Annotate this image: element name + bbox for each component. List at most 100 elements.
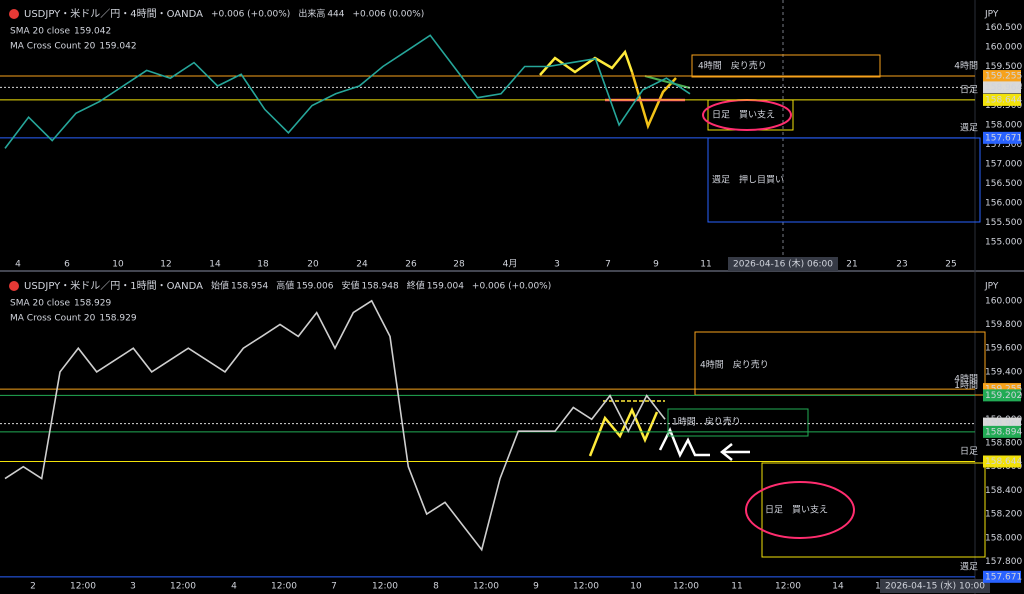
time-tick-label: 2 <box>30 582 36 592</box>
time-tick-label: 9 <box>653 260 659 270</box>
price-tag-name: 4時間 <box>954 61 978 72</box>
time-tick-label: 10 <box>112 260 124 270</box>
time-tick-label: 4 <box>231 582 237 592</box>
price-tick-label: 158.400 <box>985 486 1022 496</box>
price-tag-bg <box>983 81 1021 94</box>
time-tick-label: 12:00 <box>775 582 801 592</box>
price-tag-bg <box>983 131 1021 144</box>
indicator-name: SMA 20 close <box>10 27 70 37</box>
price-tag-name: 1時間 <box>954 380 978 391</box>
zone-box <box>761 462 986 558</box>
cursor-time: 2026-04-15 (水) 10:00 <box>885 580 985 592</box>
indicator-name: MA Cross Count 20 <box>10 314 96 324</box>
price-tick-label: 158.000 <box>985 121 1022 131</box>
time-tick-label: 12:00 <box>70 582 96 592</box>
header-volume_change: +0.006 (0.00%) <box>353 10 425 20</box>
time-tick-label: 12:00 <box>271 582 297 592</box>
time-tick-label: 25 <box>945 260 956 270</box>
header-low_label: 安値 <box>341 280 359 292</box>
time-tick-label: 8 <box>433 582 439 592</box>
price-tag: 158.894 <box>985 427 1022 437</box>
time-tick-label: 3 <box>130 582 136 592</box>
currency: JPY <box>984 282 999 292</box>
price-tick-label: 160.000 <box>985 296 1022 306</box>
drawing-trendline <box>644 75 691 89</box>
time-tick-label: 12:00 <box>573 582 599 592</box>
indicator-name: MA Cross Count 20 <box>10 42 96 52</box>
time-tick-label: 14 <box>209 260 221 270</box>
price-tag: 158.964 <box>985 419 1022 429</box>
time-tick-label: 7 <box>331 582 337 592</box>
indicator-value: 159.042 <box>99 42 136 52</box>
price-tick-label: 159.400 <box>985 367 1022 377</box>
price-tick-label: 159.800 <box>985 320 1022 330</box>
price-tag-name: 週足 <box>960 561 978 572</box>
header-high: 159.006 <box>296 282 333 292</box>
price-tick-label: 158.200 <box>985 510 1022 520</box>
zone-note: 日足 買い支え <box>712 109 775 121</box>
time-tick-label: 3 <box>554 260 560 270</box>
time-tick-label: 10 <box>630 582 642 592</box>
symbol-flag <box>9 281 19 291</box>
price-tick-label: 155.000 <box>985 238 1022 248</box>
time-tick-label: 4月 <box>503 259 518 270</box>
price-tag: 158.964 <box>985 83 1022 93</box>
time-tick-label: 18 <box>257 260 269 270</box>
indicator-name: SMA 20 close <box>10 299 70 309</box>
price-tag-bg <box>983 570 1021 583</box>
price-tag-name: 日足 <box>960 84 978 95</box>
time-tick-label: 23 <box>896 260 907 270</box>
time-tick-label: 12:00 <box>170 582 196 592</box>
price-tag: 158.644 <box>985 95 1022 105</box>
price-tick-label: 155.500 <box>985 218 1022 228</box>
price-tag-bg <box>983 70 1021 83</box>
header-change: +0.006 (+0.00%) <box>211 10 290 20</box>
time-tick-label: 21 <box>846 260 857 270</box>
cursor-time-bg <box>880 579 990 593</box>
header-close_label: 終値 <box>407 280 425 292</box>
header-symbol: USDJPY・米ドル／円・4時間・OANDA <box>24 7 203 20</box>
indicator-value: 158.929 <box>99 314 136 324</box>
price-tick-label: 157.800 <box>985 557 1022 567</box>
time-tick-label: 7 <box>605 260 611 270</box>
price-tag-name: 4時間 <box>954 374 978 385</box>
price-tag: 157.671 <box>985 572 1022 582</box>
time-tick-label: 12:00 <box>372 582 398 592</box>
indicator-value: 158.929 <box>74 299 111 309</box>
price-tick-label: 157.000 <box>985 160 1022 170</box>
time-tick-label: 4 <box>15 260 21 270</box>
header-low: 158.948 <box>361 282 398 292</box>
time-tick-label: 12:00 <box>673 582 699 592</box>
zone-note: 日足 買い支え <box>765 504 828 516</box>
header-symbol: USDJPY・米ドル／円・1時間・OANDA <box>24 279 203 292</box>
price-tag: 159.202 <box>985 391 1022 401</box>
price-line <box>4 299 666 552</box>
price-tick-label: 158.800 <box>985 439 1022 449</box>
price-line <box>4 34 691 149</box>
highlight-ellipse <box>745 481 855 539</box>
cursor-time-bg <box>728 257 838 271</box>
price-tag-name: 週足 <box>960 122 978 133</box>
time-tick-label: 24 <box>356 260 368 270</box>
price-tick-label: 158.000 <box>985 533 1022 543</box>
time-tick-label: 26 <box>405 260 417 270</box>
zone-note: 4時間 戻り売り <box>698 60 767 72</box>
symbol-flag <box>9 9 19 19</box>
price-tick-label: 156.000 <box>985 199 1022 209</box>
price-tag-bg <box>983 425 1021 438</box>
price-tag: 157.671 <box>985 133 1022 143</box>
zone-box <box>691 54 881 78</box>
price-tag-name: 日足 <box>960 446 978 457</box>
price-tick-label: 159.600 <box>985 344 1022 354</box>
price-tick-label: 160.000 <box>985 42 1022 52</box>
header-volume_label: 出来高 <box>298 8 325 20</box>
price-tag-bg <box>983 389 1021 402</box>
header-volume: 444 <box>327 10 344 20</box>
layer: USDJPY・米ドル／円・4時間・OANDA +0.006 (+0.00%) 出来高… <box>0 7 1022 593</box>
time-tick-label: 9 <box>533 582 539 592</box>
price-tag: 158.644 <box>985 457 1022 467</box>
time-tick-label: 12:00 <box>473 582 499 592</box>
currency: JPY <box>984 10 999 20</box>
